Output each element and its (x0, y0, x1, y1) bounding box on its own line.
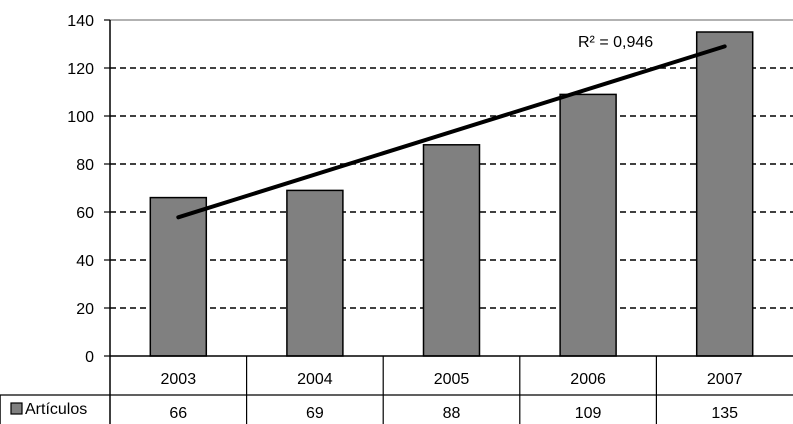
data-table-value-2007: 135 (711, 405, 738, 422)
y-tick-label-140: 140 (67, 13, 94, 30)
trendline-group (176, 44, 727, 220)
trendline (176, 44, 727, 220)
x-category-label-2006: 2006 (570, 371, 606, 388)
x-category-label-2005: 2005 (434, 371, 470, 388)
y-axis-ticks: 0 20 40 60 80 100 120 140 (67, 13, 110, 366)
y-tick-label-100: 100 (67, 109, 94, 126)
legend-swatch (10, 402, 23, 415)
y-tick-label-80: 80 (76, 157, 94, 174)
data-table-value-2003: 66 (169, 405, 187, 422)
y-tick-label-120: 120 (67, 61, 94, 78)
bars (149, 31, 754, 357)
bar-2005 (422, 144, 481, 357)
x-category-label-2004: 2004 (297, 371, 333, 388)
y-tick-label-20: 20 (76, 301, 94, 318)
legend-label: Artículos (25, 401, 87, 418)
bar-2006 (559, 93, 617, 357)
r-squared-label: R² = 0,946 (578, 34, 653, 51)
axes (109, 20, 793, 424)
data-table-value-2006: 109 (575, 405, 602, 422)
y-tick-label-0: 0 (85, 349, 94, 366)
x-category-label-2003: 2003 (161, 371, 197, 388)
y-tick-label-60: 60 (76, 205, 94, 222)
y-tick-label-40: 40 (76, 253, 94, 270)
data-table: 2003 2004 2005 2006 2007 66 69 88 109 135 Artículo… (0, 356, 793, 424)
data-table-value-2005: 88 (443, 405, 461, 422)
data-table-value-2004: 69 (306, 405, 324, 422)
bar-2007 (695, 31, 754, 357)
x-category-label-2007: 2007 (707, 371, 743, 388)
bar-2004 (286, 189, 344, 357)
bar-2003 (149, 196, 208, 357)
